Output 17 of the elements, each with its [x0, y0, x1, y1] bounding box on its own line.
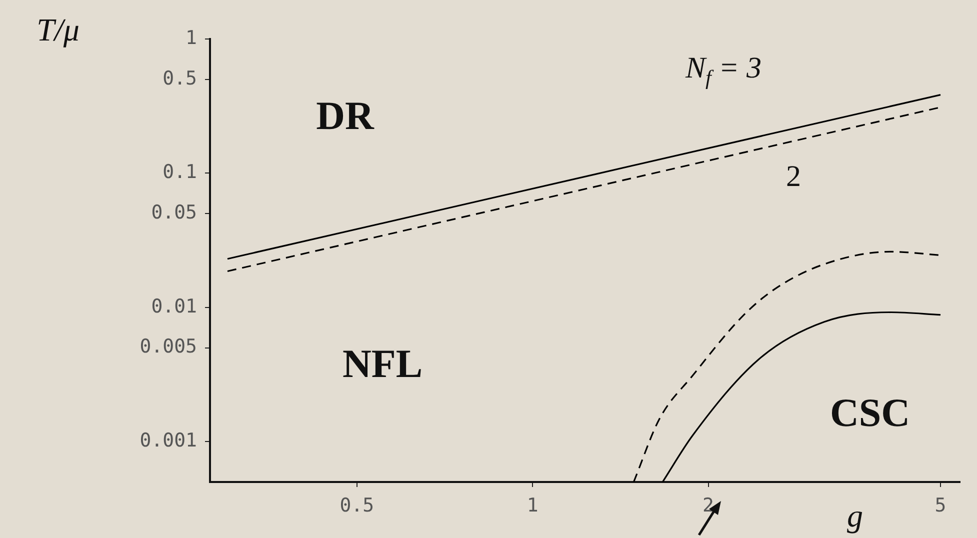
x-tick-label: 0.5 [340, 494, 374, 516]
y-tick-label: 0.1 [162, 161, 197, 184]
x-axis-title: g [847, 497, 863, 534]
y-tick-label: 1 [186, 26, 197, 49]
x-tick-label: 2 [702, 494, 714, 516]
annotation: DR [316, 93, 375, 138]
y-tick-label: 0.05 [151, 202, 197, 224]
y-tick-label: 0.001 [140, 430, 197, 452]
series-label: 2 [786, 160, 801, 194]
y-axis-title: T/μ [36, 11, 80, 48]
x-tick-label: 5 [934, 494, 946, 516]
annotation: NFL [342, 341, 422, 386]
y-tick-label: 0.005 [140, 336, 197, 358]
y-tick-label: 0.01 [151, 295, 197, 318]
y-tick-label: 0.5 [162, 67, 197, 90]
annotation: CSC [830, 390, 910, 435]
x-tick-label: 1 [526, 494, 538, 516]
